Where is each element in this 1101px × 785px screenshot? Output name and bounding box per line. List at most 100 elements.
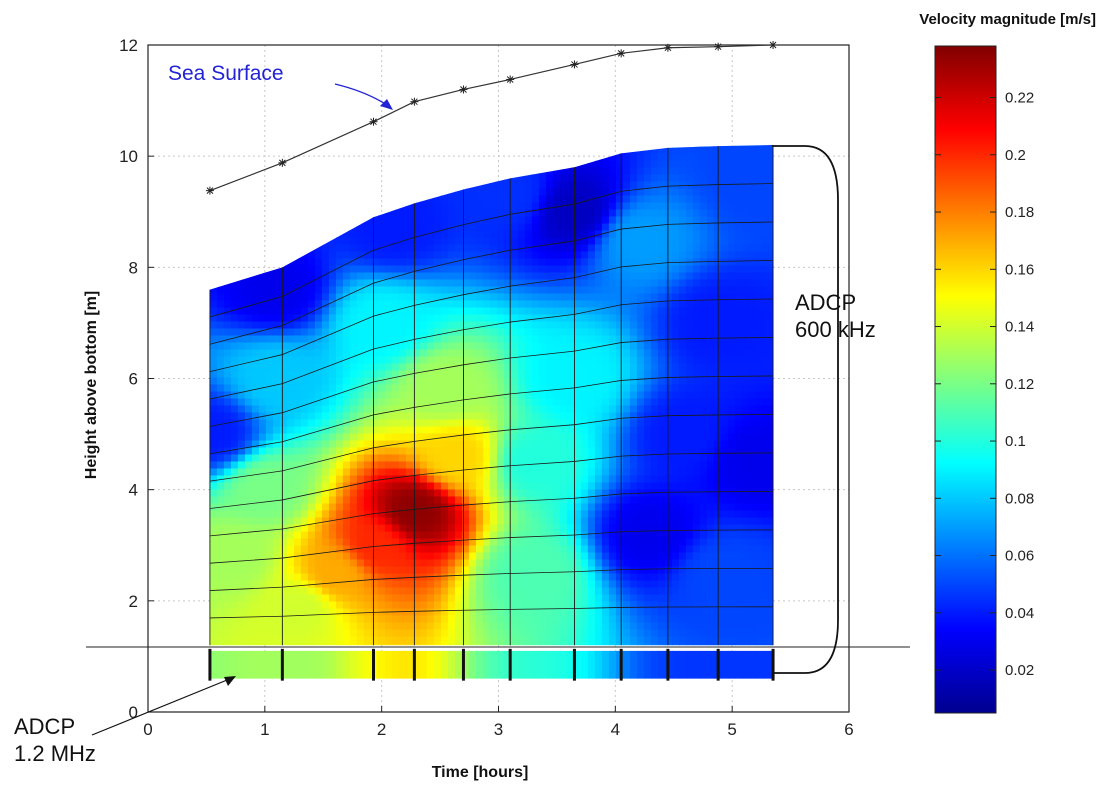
heat-cell [314, 531, 323, 540]
heat-cell [657, 545, 666, 554]
heat-cell [475, 412, 484, 421]
heat-cell [678, 272, 687, 281]
heat-cell [293, 608, 302, 617]
heat-cell [545, 587, 554, 596]
heat-cell [517, 468, 526, 477]
heat-cell [398, 251, 407, 260]
heat-cell [468, 503, 477, 512]
heat-cell [258, 475, 267, 484]
heat-cell [328, 503, 337, 512]
heat-cell [440, 321, 449, 330]
heat-cell [587, 594, 596, 603]
heat-cell [356, 398, 365, 407]
heat-cell [608, 531, 617, 540]
heat-cell [216, 496, 225, 505]
heat-cell [279, 349, 288, 358]
heat-cell [657, 272, 666, 281]
heat-cell [384, 503, 393, 512]
heat-cell [531, 356, 540, 365]
heat-cell [398, 433, 407, 442]
heat-cell [454, 405, 463, 414]
heat-cell [321, 342, 330, 351]
heat-cell [412, 412, 421, 421]
heat-cell [391, 377, 400, 386]
heat-cell [342, 622, 351, 631]
heat-cell [216, 594, 225, 603]
heat-cell [461, 384, 470, 393]
heat-cell [587, 174, 596, 183]
heat-cell [566, 468, 575, 477]
heat-cell [321, 307, 330, 316]
heat-cell [391, 370, 400, 379]
heat-cell [363, 636, 372, 645]
heat-cell [608, 244, 617, 253]
heat-cell [230, 503, 239, 512]
heat-cell [657, 223, 666, 232]
heat-cell [279, 314, 288, 323]
heat-cell [657, 209, 666, 218]
heat-cell [209, 307, 218, 316]
heat-cell [321, 468, 330, 477]
heat-cell [398, 545, 407, 554]
heat-cell [433, 335, 442, 344]
heat-cell [664, 405, 673, 414]
heat-cell [636, 566, 645, 575]
heat-cell [461, 531, 470, 540]
heat-cell [384, 475, 393, 484]
heat-cell [412, 615, 421, 624]
heat-cell [335, 622, 344, 631]
heat-cell [482, 405, 491, 414]
heat-cell [524, 363, 533, 372]
heat-cell [307, 349, 316, 358]
heat-cell [398, 314, 407, 323]
heat-cell [314, 279, 323, 288]
heat-cell [328, 496, 337, 505]
heat-cell [314, 545, 323, 554]
heat-cell [510, 552, 519, 561]
heat-cell [510, 216, 519, 225]
heat-cell [321, 559, 330, 568]
heat-cell [405, 209, 414, 218]
heat-cell [216, 377, 225, 386]
heat-cell [433, 398, 442, 407]
heat-cell [328, 265, 337, 274]
heat-cell [629, 160, 638, 169]
heat-cell [209, 342, 218, 351]
heat-cell [510, 195, 519, 204]
heat-cell [230, 615, 239, 624]
heat-cell [671, 545, 680, 554]
heat-cell [503, 251, 512, 260]
heat-cell [573, 223, 582, 232]
heat-cell [650, 174, 659, 183]
heat-cell [314, 314, 323, 323]
heat-cell [209, 314, 218, 323]
heat-cell [657, 342, 666, 351]
heat-cell [314, 552, 323, 561]
heat-cell [671, 447, 680, 456]
heat-cell [370, 580, 379, 589]
heat-cell [398, 356, 407, 365]
heat-cell [664, 426, 673, 435]
heat-cell [237, 314, 246, 323]
heat-cell [209, 545, 218, 554]
heat-cell [475, 328, 484, 337]
heat-cell [559, 335, 568, 344]
heat-cell [461, 370, 470, 379]
heat-cell [664, 370, 673, 379]
heat-cell [531, 566, 540, 575]
heat-cell [503, 265, 512, 274]
heat-cell [496, 587, 505, 596]
heat-cell [265, 412, 274, 421]
heat-cell [286, 314, 295, 323]
heat-cell [447, 398, 456, 407]
heat-cell [398, 587, 407, 596]
heat-cell [433, 202, 442, 211]
heat-cell [601, 195, 610, 204]
heat-cell [244, 384, 253, 393]
heat-cell [370, 216, 379, 225]
heat-cell [629, 475, 638, 484]
heat-cell [664, 573, 673, 582]
heat-cell [636, 461, 645, 470]
heat-cell [664, 510, 673, 519]
heat-cell [622, 279, 631, 288]
